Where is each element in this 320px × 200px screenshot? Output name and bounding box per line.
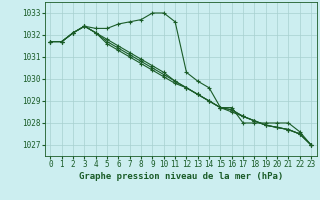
X-axis label: Graphe pression niveau de la mer (hPa): Graphe pression niveau de la mer (hPa) [79,172,283,181]
